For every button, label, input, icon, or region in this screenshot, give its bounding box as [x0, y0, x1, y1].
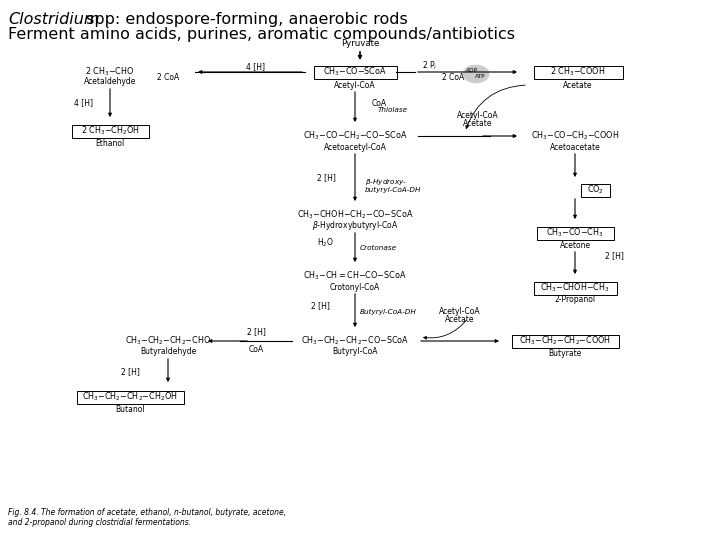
Text: CH$_3$$-$CO$-$SCoA: CH$_3$$-$CO$-$SCoA	[323, 66, 387, 78]
Text: CH$_3$$-$CH$_2$$-$CH$_2$$-$COOH: CH$_3$$-$CH$_2$$-$CH$_2$$-$COOH	[519, 335, 611, 347]
Text: CH$_3$$-$CH$=$CH$-$CO$-$SCoA: CH$_3$$-$CH$=$CH$-$CO$-$SCoA	[303, 270, 407, 282]
Text: 2 CH$_3$$-$CH$_2$OH: 2 CH$_3$$-$CH$_2$OH	[81, 125, 140, 137]
Text: butyryl-CoA-DH: butyryl-CoA-DH	[365, 187, 421, 193]
Text: 2 CoA: 2 CoA	[442, 73, 464, 83]
Text: 2 [H]: 2 [H]	[605, 252, 624, 260]
Text: Acetoacetate: Acetoacetate	[549, 143, 600, 152]
Text: 2 [H]: 2 [H]	[246, 327, 266, 336]
Text: 2 [H]: 2 [H]	[311, 301, 330, 310]
Text: Acetate: Acetate	[563, 80, 593, 90]
Text: ADP: ADP	[466, 69, 478, 73]
Text: Acetone: Acetone	[559, 240, 590, 249]
Text: Ethanol: Ethanol	[95, 138, 125, 147]
Text: CoA: CoA	[248, 345, 264, 354]
Text: Acetoacetyl-CoA: Acetoacetyl-CoA	[323, 143, 387, 152]
Text: Fig. 8.4. The formation of acetate, ethanol, n-butanol, butyrate, acetone,
and 2: Fig. 8.4. The formation of acetate, etha…	[8, 508, 286, 528]
Text: 2 CH$_3$$-$COOH: 2 CH$_3$$-$COOH	[550, 66, 606, 78]
Text: 2 [H]: 2 [H]	[121, 368, 140, 376]
Text: Acetate: Acetate	[445, 315, 474, 325]
Text: 4 [H]: 4 [H]	[246, 63, 264, 71]
Text: Crotonyl-CoA: Crotonyl-CoA	[330, 282, 380, 292]
Text: Butyrate: Butyrate	[549, 348, 582, 357]
Text: $\beta$-Hydroxy-: $\beta$-Hydroxy-	[365, 177, 407, 187]
Ellipse shape	[463, 65, 489, 83]
Text: Acetyl-CoA: Acetyl-CoA	[439, 307, 481, 316]
Text: 2-Propanol: 2-Propanol	[554, 295, 595, 305]
Text: CoA: CoA	[372, 98, 387, 107]
Text: Butyraldehyde: Butyraldehyde	[140, 348, 196, 356]
Text: CH$_3$$-$CO$-$CH$_2$$-$CO$-$SCoA: CH$_3$$-$CO$-$CH$_2$$-$CO$-$SCoA	[302, 130, 408, 142]
Text: CH$_3$$-$CHOH$-$CH$_2$$-$CO$-$SCoA: CH$_3$$-$CHOH$-$CH$_2$$-$CO$-$SCoA	[297, 209, 413, 221]
Text: Acetaldehyde: Acetaldehyde	[84, 78, 136, 86]
Text: 4 [H]: 4 [H]	[74, 98, 93, 107]
Text: Pyruvate: Pyruvate	[341, 38, 379, 48]
Text: $\beta$-Hydroxybutyryl-CoA: $\beta$-Hydroxybutyryl-CoA	[312, 219, 398, 233]
Text: CH$_3$$-$CH$_2$$-$CH$_2$$-$CH$_2$OH: CH$_3$$-$CH$_2$$-$CH$_2$$-$CH$_2$OH	[82, 391, 178, 403]
Text: 2 CoA: 2 CoA	[157, 73, 179, 83]
Text: Clostridium: Clostridium	[8, 12, 99, 27]
Text: 2 P$_i$: 2 P$_i$	[423, 60, 438, 72]
Text: Thiolase: Thiolase	[378, 107, 408, 113]
Text: ATP: ATP	[474, 75, 485, 79]
Text: CH$_3$$-$CH$_2$$-$CH$_2$$-$CHO: CH$_3$$-$CH$_2$$-$CH$_2$$-$CHO	[125, 335, 211, 347]
Text: CO$_2$: CO$_2$	[587, 184, 603, 196]
Text: Butyryl-CoA-DH: Butyryl-CoA-DH	[360, 309, 417, 315]
Text: Acetyl-CoA: Acetyl-CoA	[334, 80, 376, 90]
Text: 2 CH$_3$$-$CHO: 2 CH$_3$$-$CHO	[86, 66, 135, 78]
Text: Acetyl-CoA: Acetyl-CoA	[457, 111, 499, 120]
Text: spp: endospore-forming, anaerobic rods: spp: endospore-forming, anaerobic rods	[81, 12, 408, 27]
Text: Crotonase: Crotonase	[360, 245, 397, 251]
Text: CH$_3$$-$CO$-$CH$_2$$-$COOH: CH$_3$$-$CO$-$CH$_2$$-$COOH	[531, 130, 619, 142]
Text: Ferment amino acids, purines, aromatic compounds/antibiotics: Ferment amino acids, purines, aromatic c…	[8, 27, 515, 42]
Text: CH$_3$$-$CO$-$CH$_3$: CH$_3$$-$CO$-$CH$_3$	[546, 227, 604, 239]
Text: 2 [H]: 2 [H]	[317, 173, 336, 183]
Text: CH$_3$$-$CHOH$-$CH$_3$: CH$_3$$-$CHOH$-$CH$_3$	[540, 282, 610, 294]
Text: H$_2$O: H$_2$O	[317, 237, 334, 249]
Text: Acetate: Acetate	[463, 119, 492, 129]
Text: CH$_3$$-$CH$_2$$-$CH$_2$$-$CO$-$SCoA: CH$_3$$-$CH$_2$$-$CH$_2$$-$CO$-$SCoA	[301, 335, 409, 347]
Text: Butanol: Butanol	[115, 404, 145, 414]
Text: Butyryl-CoA: Butyryl-CoA	[332, 348, 378, 356]
